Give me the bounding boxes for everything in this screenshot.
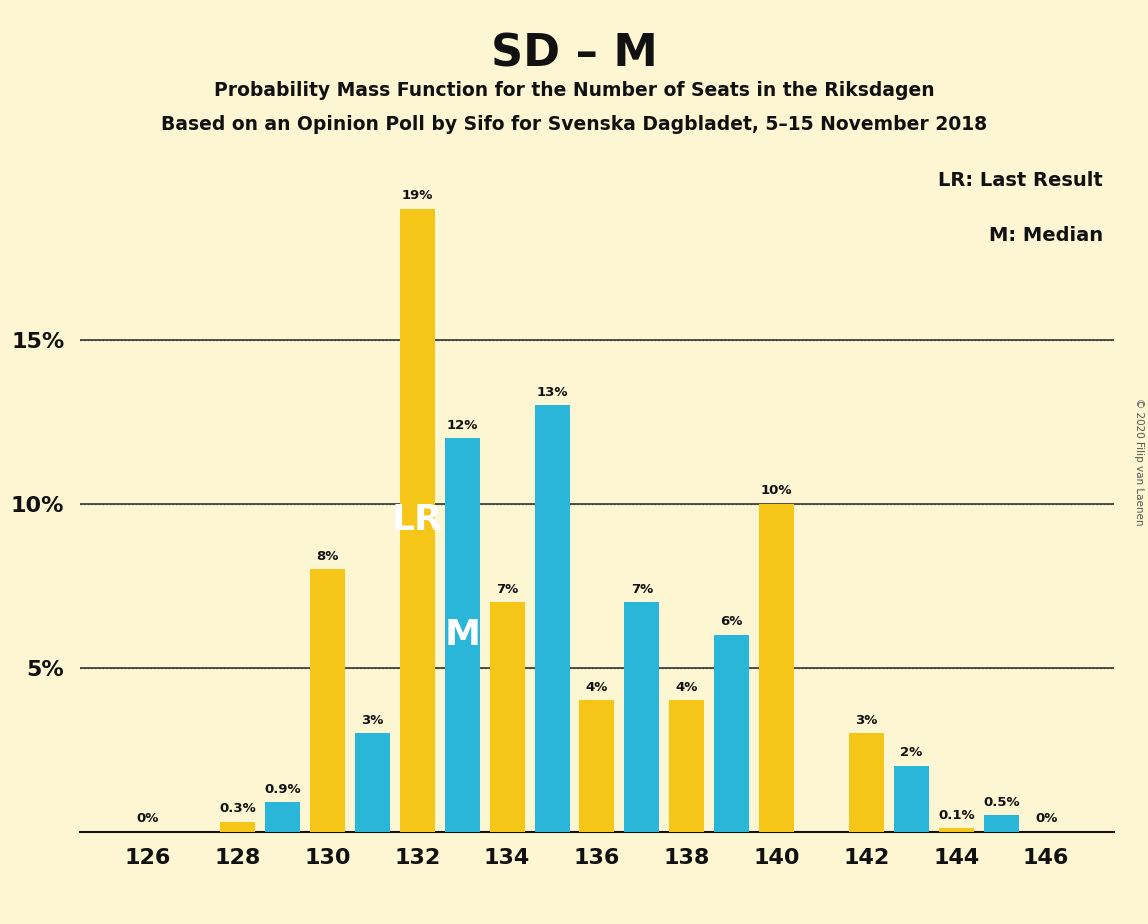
Text: 8%: 8% bbox=[316, 550, 339, 563]
Text: 7%: 7% bbox=[496, 583, 518, 596]
Bar bbox=[625, 602, 659, 832]
Text: M: Median: M: Median bbox=[990, 225, 1103, 245]
Text: 10%: 10% bbox=[761, 484, 792, 497]
Text: 3%: 3% bbox=[362, 713, 383, 726]
Text: 0%: 0% bbox=[1035, 812, 1057, 825]
Text: 4%: 4% bbox=[676, 681, 698, 694]
Bar bbox=[580, 700, 614, 832]
Bar bbox=[714, 635, 750, 832]
Bar bbox=[310, 569, 344, 832]
Bar bbox=[444, 438, 480, 832]
Text: SD – M: SD – M bbox=[490, 32, 658, 76]
Bar bbox=[759, 504, 794, 832]
Bar bbox=[984, 815, 1018, 832]
Text: M: M bbox=[444, 618, 480, 652]
Text: 0%: 0% bbox=[137, 812, 158, 825]
Text: Based on an Opinion Poll by Sifo for Svenska Dagbladet, 5–15 November 2018: Based on an Opinion Poll by Sifo for Sve… bbox=[161, 115, 987, 134]
Text: 4%: 4% bbox=[585, 681, 608, 694]
Text: 7%: 7% bbox=[630, 583, 653, 596]
Text: 12%: 12% bbox=[447, 419, 478, 432]
Text: LR: Last Result: LR: Last Result bbox=[938, 171, 1103, 189]
Text: 3%: 3% bbox=[855, 713, 878, 726]
Text: 13%: 13% bbox=[536, 386, 568, 399]
Text: 0.1%: 0.1% bbox=[938, 808, 975, 821]
Bar bbox=[220, 821, 255, 832]
Text: LR: LR bbox=[391, 504, 443, 537]
Text: 0.5%: 0.5% bbox=[983, 796, 1019, 808]
Text: 0.9%: 0.9% bbox=[264, 783, 301, 796]
Bar bbox=[894, 766, 929, 832]
Bar bbox=[489, 602, 525, 832]
Text: 6%: 6% bbox=[721, 615, 743, 628]
Bar bbox=[535, 406, 569, 832]
Bar bbox=[850, 734, 884, 832]
Text: 19%: 19% bbox=[402, 189, 433, 202]
Bar bbox=[669, 700, 705, 832]
Bar bbox=[939, 828, 974, 832]
Text: 2%: 2% bbox=[900, 747, 923, 760]
Bar bbox=[355, 734, 390, 832]
Bar bbox=[400, 209, 435, 832]
Text: Probability Mass Function for the Number of Seats in the Riksdagen: Probability Mass Function for the Number… bbox=[214, 81, 934, 101]
Text: © 2020 Filip van Laenen: © 2020 Filip van Laenen bbox=[1134, 398, 1143, 526]
Text: 0.3%: 0.3% bbox=[219, 802, 256, 815]
Bar bbox=[265, 802, 300, 832]
